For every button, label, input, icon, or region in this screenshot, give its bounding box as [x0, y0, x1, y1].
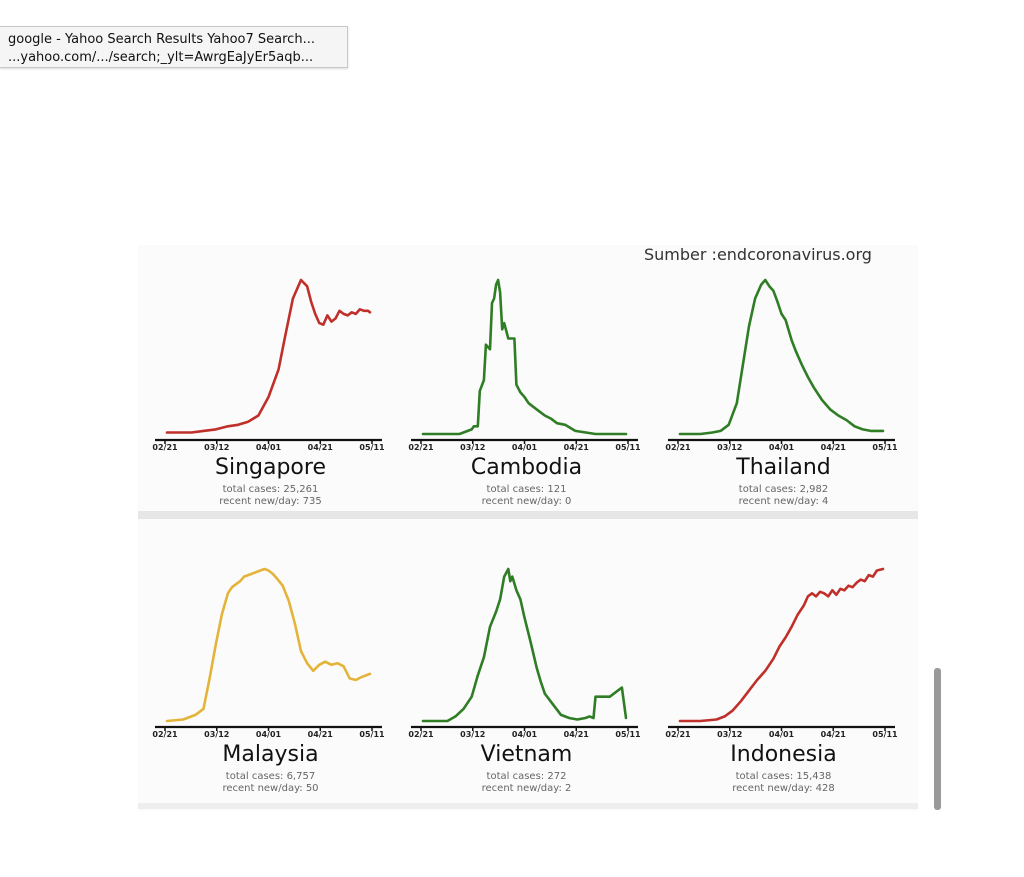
total-cases-singapore: total cases: 25,261: [223, 484, 319, 495]
x-tick-label: 03/12: [460, 730, 485, 739]
chart-indonesia: 02/21 03/12 04/01 04/21 05/11 Indonesia total …: [665, 567, 898, 794]
recent-new-per-day-malaysia: recent new/day: 50: [222, 783, 318, 794]
chart-malaysia: 02/21 03/12 04/01 04/21 05/11 Malaysia total c…: [152, 567, 385, 794]
x-tick-label: 02/21: [152, 730, 178, 739]
tooltip-title: google - Yahoo Search Results Yahoo7 Sea…: [8, 32, 315, 47]
recent-new-per-day-vietnam: recent new/day: 2: [482, 783, 572, 794]
chart-singapore: 02/21 03/12 04/01 04/21 05/11 Singapore total …: [152, 278, 385, 507]
x-tick-label: 04/21: [308, 730, 334, 739]
row-divider: [138, 511, 918, 519]
figure-background: [138, 245, 918, 811]
x-tick-label: 05/11: [359, 730, 385, 739]
x-tick-label: 05/11: [359, 443, 385, 452]
x-tick-label: 02/21: [408, 730, 434, 739]
source-label: Sumber :endcoronavirus.org: [644, 245, 872, 264]
series-line-singapore: [165, 278, 372, 434]
x-tick-label: 04/21: [821, 730, 847, 739]
x-tick-label: 05/11: [615, 443, 641, 452]
x-tick-label: 02/21: [152, 443, 178, 452]
total-cases-thailand: total cases: 2,982: [739, 484, 828, 495]
x-tick-label: 04/01: [769, 443, 795, 452]
x-tick-label: 04/21: [564, 443, 590, 452]
series-line-thailand: [678, 278, 885, 436]
x-tick-label: 03/12: [204, 730, 229, 739]
country-name-thailand: Thailand: [735, 455, 830, 480]
country-name-indonesia: Indonesia: [730, 742, 836, 767]
x-tick-label: 05/11: [872, 730, 898, 739]
total-cases-indonesia: total cases: 15,438: [736, 771, 832, 782]
x-tick-label: 05/11: [615, 730, 641, 739]
x-tick-label: 02/21: [665, 730, 691, 739]
x-tick-label: 04/01: [512, 443, 538, 452]
x-tick-label: 04/01: [512, 730, 538, 739]
tooltip-url: ...yahoo.com/.../search;_ylt=AwrgEaJyEr5…: [8, 50, 314, 65]
x-tick-label: 04/21: [564, 730, 590, 739]
series-line-indonesia: [678, 567, 885, 723]
total-cases-vietnam: total cases: 272: [487, 771, 567, 782]
series-line-vietnam: [421, 567, 628, 723]
x-tick-label: 04/01: [256, 443, 282, 452]
recent-new-per-day-singapore: recent new/day: 735: [219, 496, 321, 507]
total-cases-cambodia: total cases: 121: [487, 484, 567, 495]
recent-new-per-day-cambodia: recent new/day: 0: [482, 496, 572, 507]
x-tick-label: 03/12: [204, 443, 229, 452]
bottom-divider: [138, 803, 918, 809]
country-name-vietnam: Vietnam: [481, 742, 573, 767]
x-tick-label: 04/21: [308, 443, 334, 452]
country-name-cambodia: Cambodia: [471, 455, 582, 480]
x-tick-label: 02/21: [408, 443, 434, 452]
total-cases-malaysia: total cases: 6,757: [226, 771, 315, 782]
chart-vietnam: 02/21 03/12 04/01 04/21 05/11 Vietnam total ca…: [408, 567, 641, 794]
x-tick-label: 04/01: [769, 730, 795, 739]
x-tick-label: 04/21: [821, 443, 847, 452]
series-line-cambodia: [421, 278, 628, 436]
country-name-singapore: Singapore: [215, 455, 326, 480]
series-line-malaysia: [165, 567, 372, 723]
x-tick-label: 05/11: [872, 443, 898, 452]
recent-new-per-day-indonesia: recent new/day: 428: [732, 783, 834, 794]
x-tick-label: 03/12: [717, 443, 742, 452]
country-name-malaysia: Malaysia: [222, 742, 318, 767]
x-tick-label: 02/21: [665, 443, 691, 452]
x-tick-label: 03/12: [717, 730, 742, 739]
x-tick-label: 04/01: [256, 730, 282, 739]
recent-new-per-day-thailand: recent new/day: 4: [739, 496, 829, 507]
scrollbar-thumb[interactable]: [934, 668, 941, 810]
link-tooltip: google - Yahoo Search Results Yahoo7 Sea…: [0, 26, 348, 68]
chart-thailand: 02/21 03/12 04/01 04/21 05/11 Thailand total c…: [665, 278, 898, 507]
x-tick-label: 03/12: [460, 443, 485, 452]
chart-cambodia: 02/21 03/12 04/01 04/21 05/11 Cambodia total c…: [408, 278, 641, 507]
